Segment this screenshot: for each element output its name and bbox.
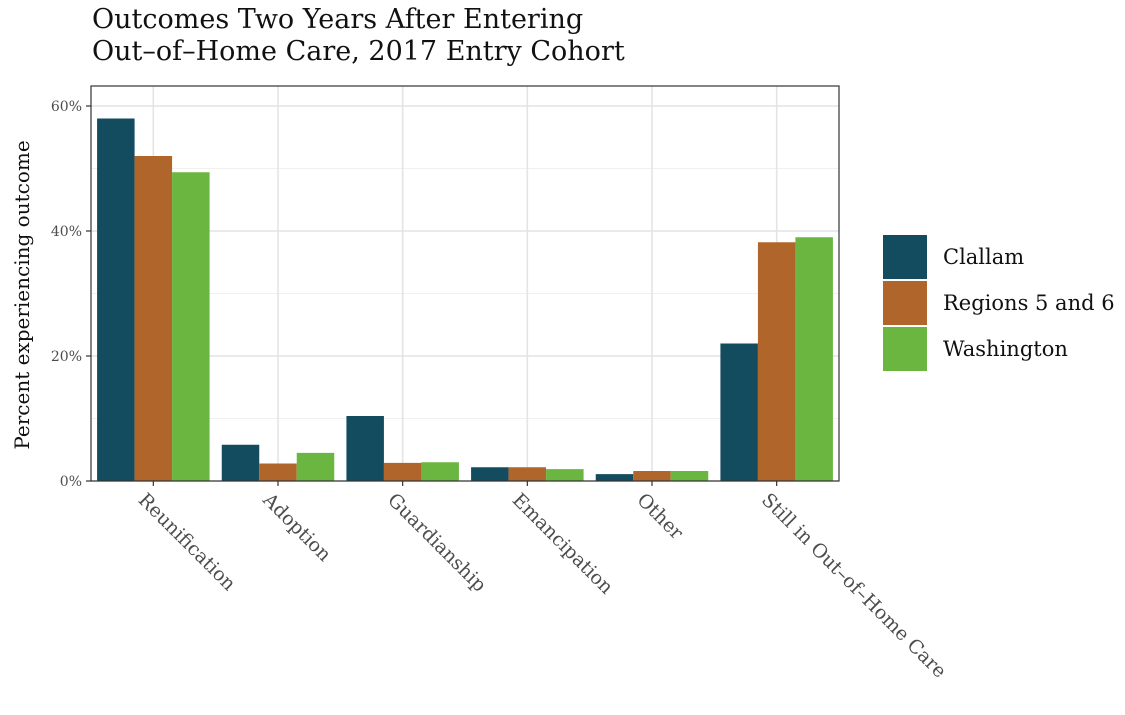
x-tick-label: Still in Out–of–Home Care: [757, 489, 951, 683]
legend-label: Regions 5 and 6: [943, 291, 1115, 315]
x-tick-label: Guardianship: [383, 489, 490, 596]
legend-item: Clallam: [883, 234, 1115, 280]
bar-clallam-4: [595, 474, 634, 481]
legend-key: [883, 235, 927, 279]
y-axis-label: Percent experiencing outcome: [10, 140, 34, 449]
legend-item: Washington: [883, 326, 1115, 372]
chart-title-line-2: Out–of–Home Care, 2017 Entry Cohort: [92, 36, 625, 67]
legend-key: [883, 281, 927, 325]
y-axis: 0% 20% 40% 60%: [51, 99, 91, 490]
bars: [97, 118, 833, 481]
bar-regions-5-and-6-1: [259, 463, 297, 481]
y-tick-label: 60%: [51, 99, 82, 115]
bar-washington-2: [421, 462, 459, 481]
legend: Clallam Regions 5 and 6 Washington: [883, 234, 1115, 372]
bar-washington-4: [670, 471, 709, 481]
bar-clallam-2: [346, 416, 384, 481]
bar-regions-5-and-6-4: [633, 471, 671, 481]
bar-washington-1: [296, 452, 335, 481]
chart-title-line-1: Outcomes Two Years After Entering: [92, 4, 584, 35]
legend-label: Washington: [943, 337, 1068, 361]
bar-regions-5-and-6-5: [757, 242, 796, 481]
x-axis: Reunification Adoption Guardianship Emancip…: [134, 481, 951, 683]
y-tick-label: 20%: [51, 349, 82, 365]
x-tick-label: Reunification: [134, 489, 240, 595]
bar-regions-5-and-6-2: [383, 462, 422, 481]
bar-clallam-5: [720, 343, 758, 481]
bar-washington-5: [795, 237, 833, 481]
bar-clallam-3: [471, 467, 509, 481]
bar-washington-0: [172, 172, 210, 481]
bar-regions-5-and-6-3: [508, 467, 547, 481]
x-tick-label: Adoption: [258, 488, 336, 566]
legend-key: [883, 327, 927, 371]
panel-border: [90, 85, 840, 482]
x-tick-label: Emancipation: [508, 489, 618, 599]
legend-item: Regions 5 and 6: [883, 280, 1115, 326]
bar-washington-3: [546, 469, 584, 481]
bar-regions-5-and-6-0: [134, 156, 173, 481]
x-tick-label: Other: [632, 489, 688, 545]
legend-label: Clallam: [943, 245, 1025, 269]
y-tick-label: 0%: [60, 474, 82, 490]
bar-clallam-0: [97, 118, 135, 481]
y-tick-label: 40%: [51, 224, 82, 240]
bar-clallam-1: [221, 444, 260, 481]
